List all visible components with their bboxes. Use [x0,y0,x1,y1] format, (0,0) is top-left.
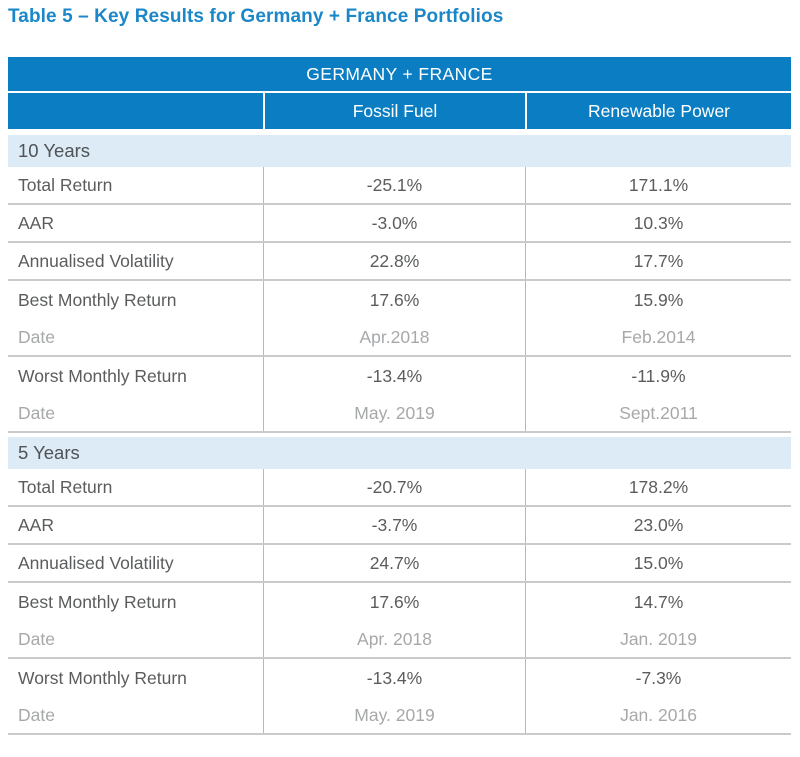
fossil-fuel-value: May. 2019 [263,697,525,733]
row-label: Total Return [18,174,113,195]
renewable-power-value: Jan. 2019 [525,621,791,657]
fossil-fuel-value: -3.7% [263,507,525,543]
table-row-annualised-volatility-10y: Annualised Volatility 22.8% 17.7% [8,243,791,281]
table-row-best-monthly-return-5y: Best Monthly Return 17.6% 14.7% [8,583,791,621]
renewable-power-value: 23.0% [525,507,791,543]
table-caption: Table 5 – Key Results for Germany + Fran… [8,6,504,27]
column-header-fossil-fuel: Fossil Fuel [263,93,525,129]
table-row-worst-date-10y: Date May. 2019 Sept.2011 [8,395,791,433]
fossil-fuel-value: 24.7% [263,545,525,581]
fossil-fuel-value: May. 2019 [263,395,525,431]
row-label: Best Monthly Return [18,591,177,612]
fossil-fuel-value: -13.4% [263,659,525,697]
renewable-power-value: 10.3% [525,205,791,241]
fossil-fuel-value: -25.1% [263,167,525,203]
column-header-renewable-power: Renewable Power [525,93,791,129]
table-row-worst-date-5y: Date May. 2019 Jan. 2016 [8,697,791,735]
column-header-row: Fossil Fuel Renewable Power [8,93,791,129]
renewable-power-value: 17.7% [525,243,791,279]
table-row-worst-monthly-return-5y: Worst Monthly Return -13.4% -7.3% [8,659,791,697]
renewable-power-value: Feb.2014 [525,319,791,355]
table-row-total-return-10y: Total Return -25.1% 171.1% [8,167,791,205]
row-label: Annualised Volatility [18,250,174,271]
renewable-power-value: 178.2% [525,469,791,505]
renewable-power-value: -7.3% [525,659,791,697]
renewable-power-value: 14.7% [525,583,791,621]
renewable-power-value: Jan. 2016 [525,697,791,733]
row-label: Date [18,326,55,347]
table-row-aar-5y: AAR -3.7% 23.0% [8,507,791,545]
fossil-fuel-value: Apr. 2018 [263,621,525,657]
table-row-worst-monthly-return-10y: Worst Monthly Return -13.4% -11.9% [8,357,791,395]
fossil-fuel-value: -20.7% [263,469,525,505]
section-label-10-years: 10 Years [8,135,791,167]
fossil-fuel-value: 17.6% [263,583,525,621]
fossil-fuel-value: 22.8% [263,243,525,279]
fossil-fuel-value: Apr.2018 [263,319,525,355]
row-label: AAR [18,212,54,233]
section-label-5-years: 5 Years [8,437,791,469]
results-table: GERMANY + FRANCE Fossil Fuel Renewable P… [8,57,791,735]
row-label: Worst Monthly Return [18,667,187,688]
renewable-power-value: Sept.2011 [525,395,791,431]
row-label: Date [18,402,55,423]
table-header-bar: GERMANY + FRANCE [8,57,791,93]
fossil-fuel-value: -13.4% [263,357,525,395]
column-header-empty [8,93,263,129]
table-row-best-date-10y: Date Apr.2018 Feb.2014 [8,319,791,357]
table-row-total-return-5y: Total Return -20.7% 178.2% [8,469,791,507]
table-row-aar-10y: AAR -3.0% 10.3% [8,205,791,243]
table-row-best-date-5y: Date Apr. 2018 Jan. 2019 [8,621,791,659]
row-label: AAR [18,514,54,535]
row-label: Date [18,704,55,725]
fossil-fuel-value: 17.6% [263,281,525,319]
row-label: Date [18,628,55,649]
table-header-label: GERMANY + FRANCE [306,63,493,84]
row-label: Annualised Volatility [18,552,174,573]
renewable-power-value: -11.9% [525,357,791,395]
renewable-power-value: 15.9% [525,281,791,319]
row-label: Total Return [18,476,113,497]
table-row-best-monthly-return-10y: Best Monthly Return 17.6% 15.9% [8,281,791,319]
row-label: Worst Monthly Return [18,365,187,386]
renewable-power-value: 171.1% [525,167,791,203]
renewable-power-value: 15.0% [525,545,791,581]
fossil-fuel-value: -3.0% [263,205,525,241]
row-label: Best Monthly Return [18,289,177,310]
table-row-annualised-volatility-5y: Annualised Volatility 24.7% 15.0% [8,545,791,583]
